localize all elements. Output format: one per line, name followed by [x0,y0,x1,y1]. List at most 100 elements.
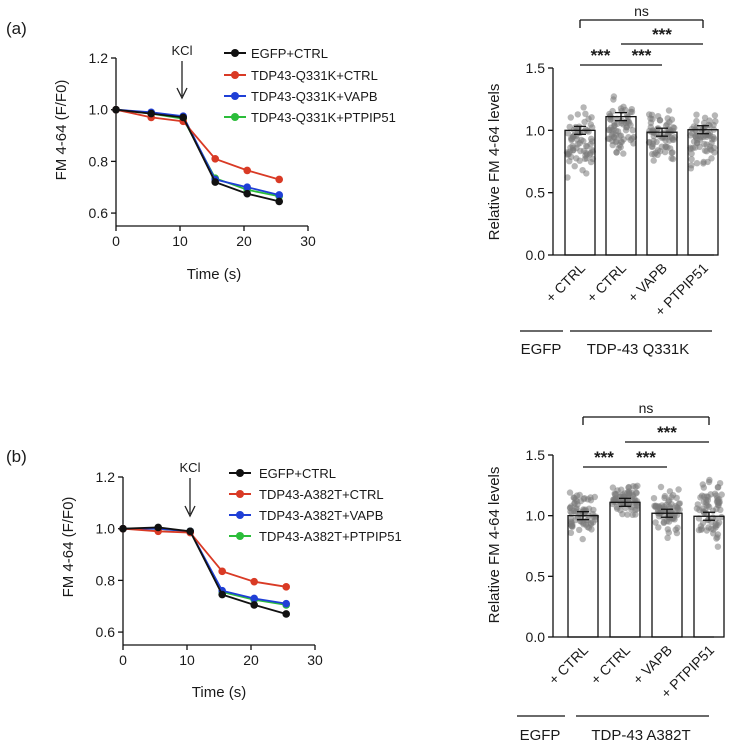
bar-chart: Relative FM 4-64 levels EGFP TDP-43 A382… [486,400,725,744]
data-point [705,503,713,510]
data-point [243,189,251,198]
data-point [687,165,695,172]
data-point [577,147,584,155]
data-point [650,495,658,502]
y-tick-label: 0.8 [96,572,116,588]
data-point [647,119,655,127]
legend: EGFP+CTRL TDP43-Q331K+CTRL TDP43-Q331K+V… [224,46,396,125]
group-bracket-mutant: TDP-43 A382T [576,715,709,744]
legend-swatch-marker [231,113,239,121]
data-point [582,110,589,118]
y-tick-label: 1.5 [526,447,546,463]
kcl-annotation: KCl [180,460,201,518]
x-tick-label: 30 [300,233,316,249]
data-point [576,526,583,534]
line-chart: FM 4-64 (F/F0) Time (s) KCl EGFP+CTRL TD… [60,460,402,701]
data-point [657,483,665,491]
legend-item: EGFP+CTRL [224,46,328,61]
y-tick-label: 1.0 [526,122,546,138]
data-point [688,156,695,163]
significance-label: *** [632,46,652,65]
significance-label: *** [594,448,614,467]
data-point [568,135,575,142]
y-tick-label: 1.2 [96,469,116,485]
legend-label: EGFP+CTRL [251,46,328,61]
data-point [673,494,680,502]
panel-b: (b) FM 4-64 (F/F0) Time (s) KCl EGFP+CTR… [6,400,725,744]
x-tick-label: 30 [307,652,323,668]
data-point [582,152,589,159]
significance-label: *** [636,448,656,467]
data-point [696,143,703,150]
data-point [610,96,617,103]
panel-label: (b) [6,447,27,466]
data-point [656,148,664,155]
legend-swatch-marker [236,469,244,477]
series-line [115,108,280,181]
data-point [282,599,291,608]
data-point [579,535,586,543]
data-point [664,143,671,151]
data-point [654,113,662,120]
data-point [591,493,598,501]
legend-item: TDP43-Q331K+VAPB [224,89,378,104]
series-line [122,527,287,588]
y-tick-label: 1.0 [89,102,109,118]
data-point [119,524,127,533]
data-point [250,601,258,609]
group-bracket-egfp: EGFP [520,330,563,358]
data-point [698,525,705,532]
y-tick-label: 0.6 [96,624,116,640]
legend-item: TDP43-A382T+PTPIP51 [229,529,402,544]
legend-label: TDP43-A382T+VAPB [259,508,383,523]
data-point [706,143,714,150]
data-point [282,610,291,618]
data-point [632,506,639,514]
y-tick-label: 0.0 [526,629,546,645]
data-point [655,524,662,531]
data-point [571,163,578,170]
significance-label: *** [652,25,672,44]
kcl-arrowhead [184,505,196,518]
data-point [588,114,595,121]
data-point [567,529,575,536]
x-tick-label: 0 [119,652,127,668]
data-point [696,136,704,143]
data-point [211,155,219,163]
data-point [622,127,630,134]
line-chart: FM 4-64 (F/F0) Time (s) KCl EGFP+CTRL TD… [53,43,396,283]
data-point [664,526,671,533]
significance-label: *** [591,46,611,65]
data-point [703,493,711,500]
data-point [664,534,671,541]
panel-label: (a) [6,19,27,38]
data-point [566,123,573,131]
legend-item: TDP43-A382T+CTRL [229,487,384,502]
data-point [609,137,616,145]
data-point [706,476,713,484]
x-tick-label: 10 [179,652,195,668]
data-point [666,119,673,126]
data-point [587,521,595,528]
data-point [154,523,162,532]
data-point [147,109,155,118]
category-label: + CTRL [583,260,629,306]
data-point [693,160,701,167]
data-point [580,137,587,145]
data-point [620,150,627,157]
data-point [629,127,636,134]
group-bracket-egfp: EGFP [517,715,565,744]
legend-item: TDP43-A382T+VAPB [229,508,383,523]
legend-swatch-marker [236,490,244,498]
data-point [660,503,668,510]
data-point [699,519,707,527]
data-point [572,123,579,131]
data-point [582,126,589,133]
group-label: EGFP [521,341,562,358]
data-point [711,490,719,497]
data-point [574,141,581,148]
data-point [179,113,187,122]
data-point [710,135,718,143]
data-point [706,117,713,124]
data-point [567,153,575,160]
